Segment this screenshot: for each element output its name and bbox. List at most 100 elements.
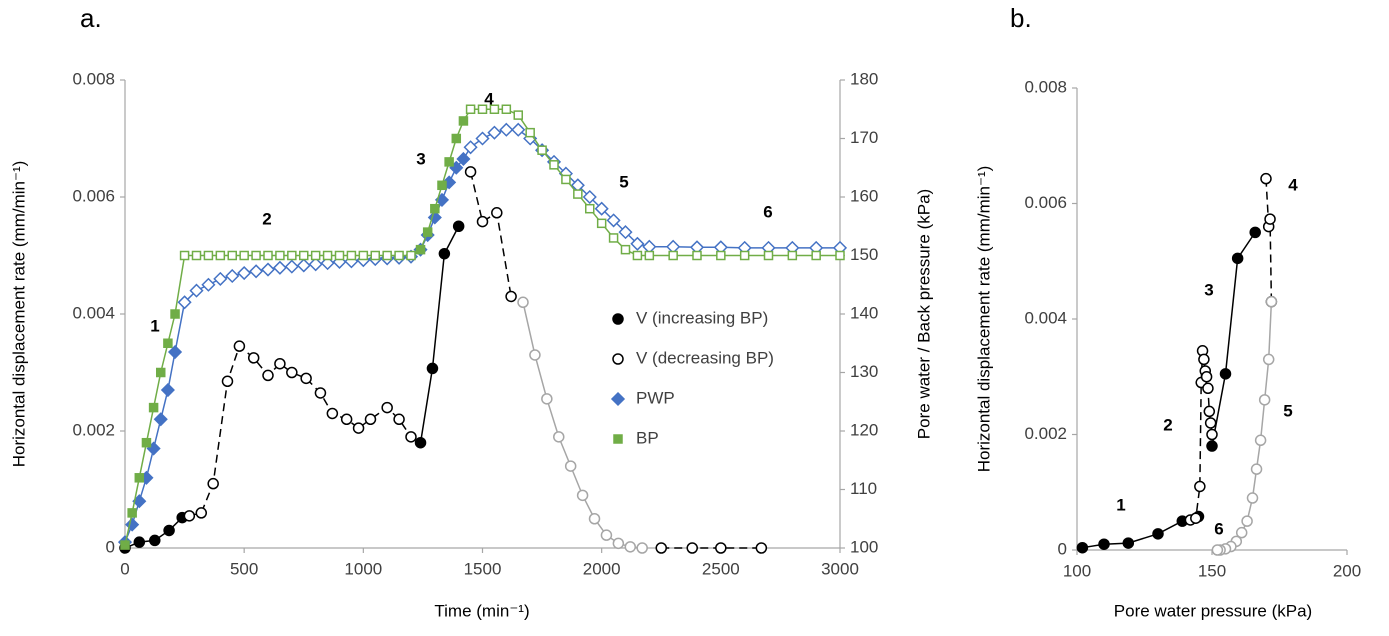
marker xyxy=(263,250,273,261)
marker xyxy=(422,227,433,237)
marker xyxy=(632,250,643,261)
marker xyxy=(1262,353,1275,366)
marker xyxy=(487,125,502,140)
marker xyxy=(183,510,196,522)
marker xyxy=(475,131,490,146)
marker xyxy=(189,283,204,298)
marker xyxy=(127,508,137,518)
legend-label: BP xyxy=(636,428,659,447)
marker xyxy=(1258,394,1271,406)
x-axis-label: Time (min⁻¹) xyxy=(434,601,529,620)
marker xyxy=(610,391,626,407)
panel-title: b. xyxy=(1010,3,1032,33)
marker xyxy=(170,309,180,319)
marker xyxy=(451,133,462,144)
annotation: 4 xyxy=(1288,175,1298,194)
annotation: 6 xyxy=(1214,519,1223,538)
marker xyxy=(644,250,655,261)
marker xyxy=(715,542,727,554)
marker xyxy=(191,250,202,261)
marker xyxy=(1211,544,1224,556)
marker xyxy=(300,372,312,385)
marker xyxy=(1265,295,1278,308)
marker xyxy=(655,542,667,554)
y2-tick-label: 150 xyxy=(850,245,878,264)
marker xyxy=(618,225,633,240)
marker xyxy=(149,534,161,547)
marker xyxy=(364,413,377,426)
marker xyxy=(529,349,541,361)
marker xyxy=(464,166,477,178)
marker xyxy=(237,265,252,281)
y-tick-label: 0.004 xyxy=(1024,308,1067,327)
marker xyxy=(233,340,246,352)
marker xyxy=(600,529,613,541)
marker xyxy=(370,250,380,261)
marker xyxy=(576,489,589,502)
marker xyxy=(299,250,309,261)
x-tick-label: 150 xyxy=(1198,561,1226,580)
marker xyxy=(405,431,417,443)
marker xyxy=(225,268,240,284)
marker xyxy=(438,247,451,260)
marker xyxy=(352,422,365,434)
marker xyxy=(272,260,287,275)
series-line xyxy=(1217,301,1273,551)
marker xyxy=(458,116,469,126)
marker xyxy=(393,413,405,426)
marker xyxy=(612,353,624,365)
y-axis-label: Horizontal displacement rate (mm/min⁻¹) xyxy=(974,166,993,473)
marker xyxy=(334,250,345,261)
annotation: 1 xyxy=(1116,495,1125,514)
marker xyxy=(739,250,750,261)
marker xyxy=(1152,528,1164,540)
marker xyxy=(612,537,625,550)
marker xyxy=(177,295,192,310)
marker xyxy=(308,257,323,272)
marker xyxy=(1260,172,1272,185)
y-tick-label: 0.002 xyxy=(1024,424,1067,443)
y2-tick-label: 160 xyxy=(850,186,878,205)
marker xyxy=(442,175,457,190)
marker xyxy=(296,258,311,273)
x-axis-label: Pore water pressure (kPa) xyxy=(1114,601,1312,620)
y2-tick-label: 100 xyxy=(850,537,878,556)
marker xyxy=(1203,405,1216,418)
series-line xyxy=(1082,231,1256,549)
marker xyxy=(346,250,357,261)
marker xyxy=(613,434,623,444)
y2-tick-label: 130 xyxy=(850,362,878,381)
marker xyxy=(394,250,404,261)
marker xyxy=(1246,492,1259,504)
marker xyxy=(1249,226,1261,239)
marker xyxy=(179,250,190,261)
annotation: 6 xyxy=(763,202,772,221)
series-line xyxy=(124,128,840,543)
marker xyxy=(1076,541,1089,554)
marker xyxy=(505,290,517,303)
marker xyxy=(1122,537,1135,549)
marker xyxy=(1241,515,1253,527)
marker xyxy=(692,250,702,261)
y-tick-label: 0 xyxy=(1058,539,1067,558)
marker xyxy=(489,104,500,114)
y-tick-label: 0.008 xyxy=(1024,77,1067,96)
marker xyxy=(686,542,698,554)
annotation: 1 xyxy=(150,316,159,335)
marker xyxy=(284,259,299,274)
marker xyxy=(668,250,678,261)
marker xyxy=(624,541,637,553)
marker xyxy=(585,203,595,214)
marker xyxy=(561,174,571,185)
marker xyxy=(787,250,798,261)
marker xyxy=(426,362,439,375)
marker xyxy=(120,540,130,550)
marker xyxy=(275,250,285,261)
y2-tick-label: 110 xyxy=(850,479,877,498)
marker xyxy=(444,157,454,167)
marker xyxy=(251,250,261,261)
marker xyxy=(588,513,601,525)
marker xyxy=(476,215,489,228)
y2-tick-label: 180 xyxy=(850,69,878,88)
marker xyxy=(465,104,476,114)
